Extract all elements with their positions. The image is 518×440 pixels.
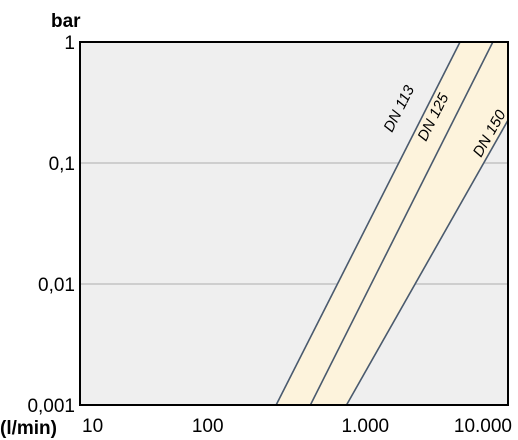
series-line-1 (309, 42, 494, 405)
y-tick-label: 0,001 (27, 396, 75, 417)
flow-bands (276, 42, 508, 405)
flow-band (276, 42, 508, 405)
series-line-2 (345, 118, 508, 405)
y-tick-label: 0,1 (49, 154, 75, 175)
x-tick-label: 100 (192, 416, 224, 437)
series-lines (275, 42, 508, 405)
y-tick-label: 1 (64, 33, 75, 54)
x-tick-label: 1.000 (342, 416, 390, 437)
x-tick-label: 10.000 (454, 416, 512, 437)
x-tick-label: 10 (82, 416, 103, 437)
y-axis-title: bar (51, 11, 81, 32)
plot-frame (79, 41, 509, 406)
x-axis-title: (l/min) (0, 418, 57, 439)
tick-labels: 1 0,1 0,01 0,001 10 100 1.000 10.000 (27, 33, 512, 437)
series-line-0 (275, 42, 461, 405)
y-tick-label: 0,01 (38, 275, 75, 296)
